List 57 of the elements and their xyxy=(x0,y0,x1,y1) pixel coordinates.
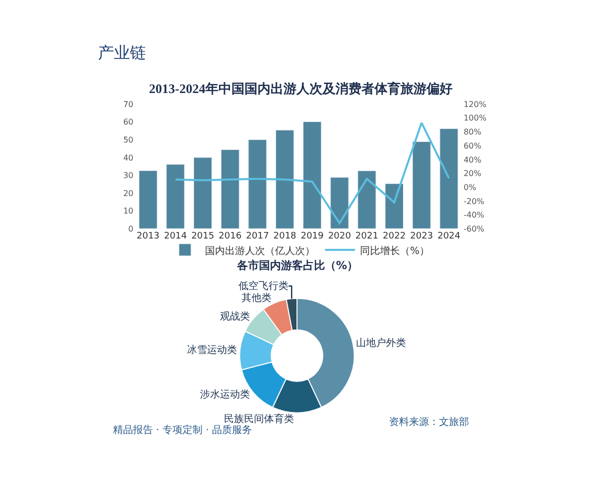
line-series xyxy=(174,122,450,224)
x-tick-label: 2021 xyxy=(355,232,378,242)
x-tick-label: 2023 xyxy=(410,232,434,242)
y2-tick-label: -60% xyxy=(464,224,485,234)
y-tick-label: 0 xyxy=(128,224,134,234)
bar xyxy=(412,141,431,229)
x-tick-label: 2015 xyxy=(191,232,214,242)
y-tick-label: 10 xyxy=(123,206,134,216)
y2-tick-label: 60% xyxy=(464,141,482,150)
y-tick-label: 20 xyxy=(123,188,134,198)
bar xyxy=(194,157,212,229)
slice-label: 山地户外类 xyxy=(356,336,406,349)
bar xyxy=(138,170,158,229)
x-tick-label: 2016 xyxy=(218,232,242,242)
legend-label: 同比增长（%） xyxy=(360,244,430,257)
slice-label: 民族民间体育类 xyxy=(224,412,294,425)
y2-tick-label: 40% xyxy=(464,155,482,164)
bar xyxy=(358,170,376,229)
text: 精品报告 · 专项定制 · 品质服务 xyxy=(113,424,252,436)
x-tick-label: 2019 xyxy=(300,232,324,242)
slice-label: 冰雪运动类 xyxy=(187,344,238,356)
slice-label: 涉水运动类 xyxy=(200,388,250,401)
bar xyxy=(248,139,267,229)
x-tick-label: 2017 xyxy=(246,232,269,242)
slice-label: 观战类 xyxy=(220,310,250,323)
slice-label: 低空飞行类 xyxy=(238,280,289,292)
bar xyxy=(384,183,404,229)
x-tick-label: 2024 xyxy=(437,232,461,242)
chart-title: 2013-2024年中国国内出游人次及消费者体育旅游偏好 xyxy=(149,81,452,96)
bar xyxy=(166,164,185,229)
y2-tick-label: 20% xyxy=(464,169,482,178)
y2-tick-label: -20% xyxy=(464,196,485,206)
y2-tick-label: 80% xyxy=(464,128,482,137)
slice-label: 其他类 xyxy=(241,292,272,304)
bar xyxy=(302,121,322,229)
y2-tick-label: -40% xyxy=(464,210,485,220)
y2-tick-label: 0% xyxy=(464,182,477,192)
x-tick-label: 2020 xyxy=(328,232,352,242)
x-tick-label: 2018 xyxy=(273,232,297,242)
text: 产业链 xyxy=(98,44,146,62)
bar xyxy=(330,177,349,229)
chart-title: 各市国内游客占比（%） xyxy=(236,259,358,272)
y-tick-label: 30 xyxy=(123,171,134,180)
y-tick-label: 40 xyxy=(123,153,134,162)
y-tick-label: 50 xyxy=(123,135,134,144)
bar xyxy=(440,128,458,229)
y2-tick-label: 100% xyxy=(464,114,487,123)
x-tick-label: 2014 xyxy=(164,232,188,242)
x-tick-label: 2013 xyxy=(136,232,160,242)
bar xyxy=(276,130,294,229)
y2-tick-label: 120% xyxy=(464,100,487,109)
text: 资料来源：文旅部 xyxy=(389,416,469,428)
x-tick-label: 2022 xyxy=(382,232,406,242)
y-tick-label: 60 xyxy=(123,118,134,127)
legend-label: 国内出游人次（亿人次） xyxy=(205,244,315,257)
y-tick-label: 70 xyxy=(123,100,134,109)
bar xyxy=(220,149,240,229)
